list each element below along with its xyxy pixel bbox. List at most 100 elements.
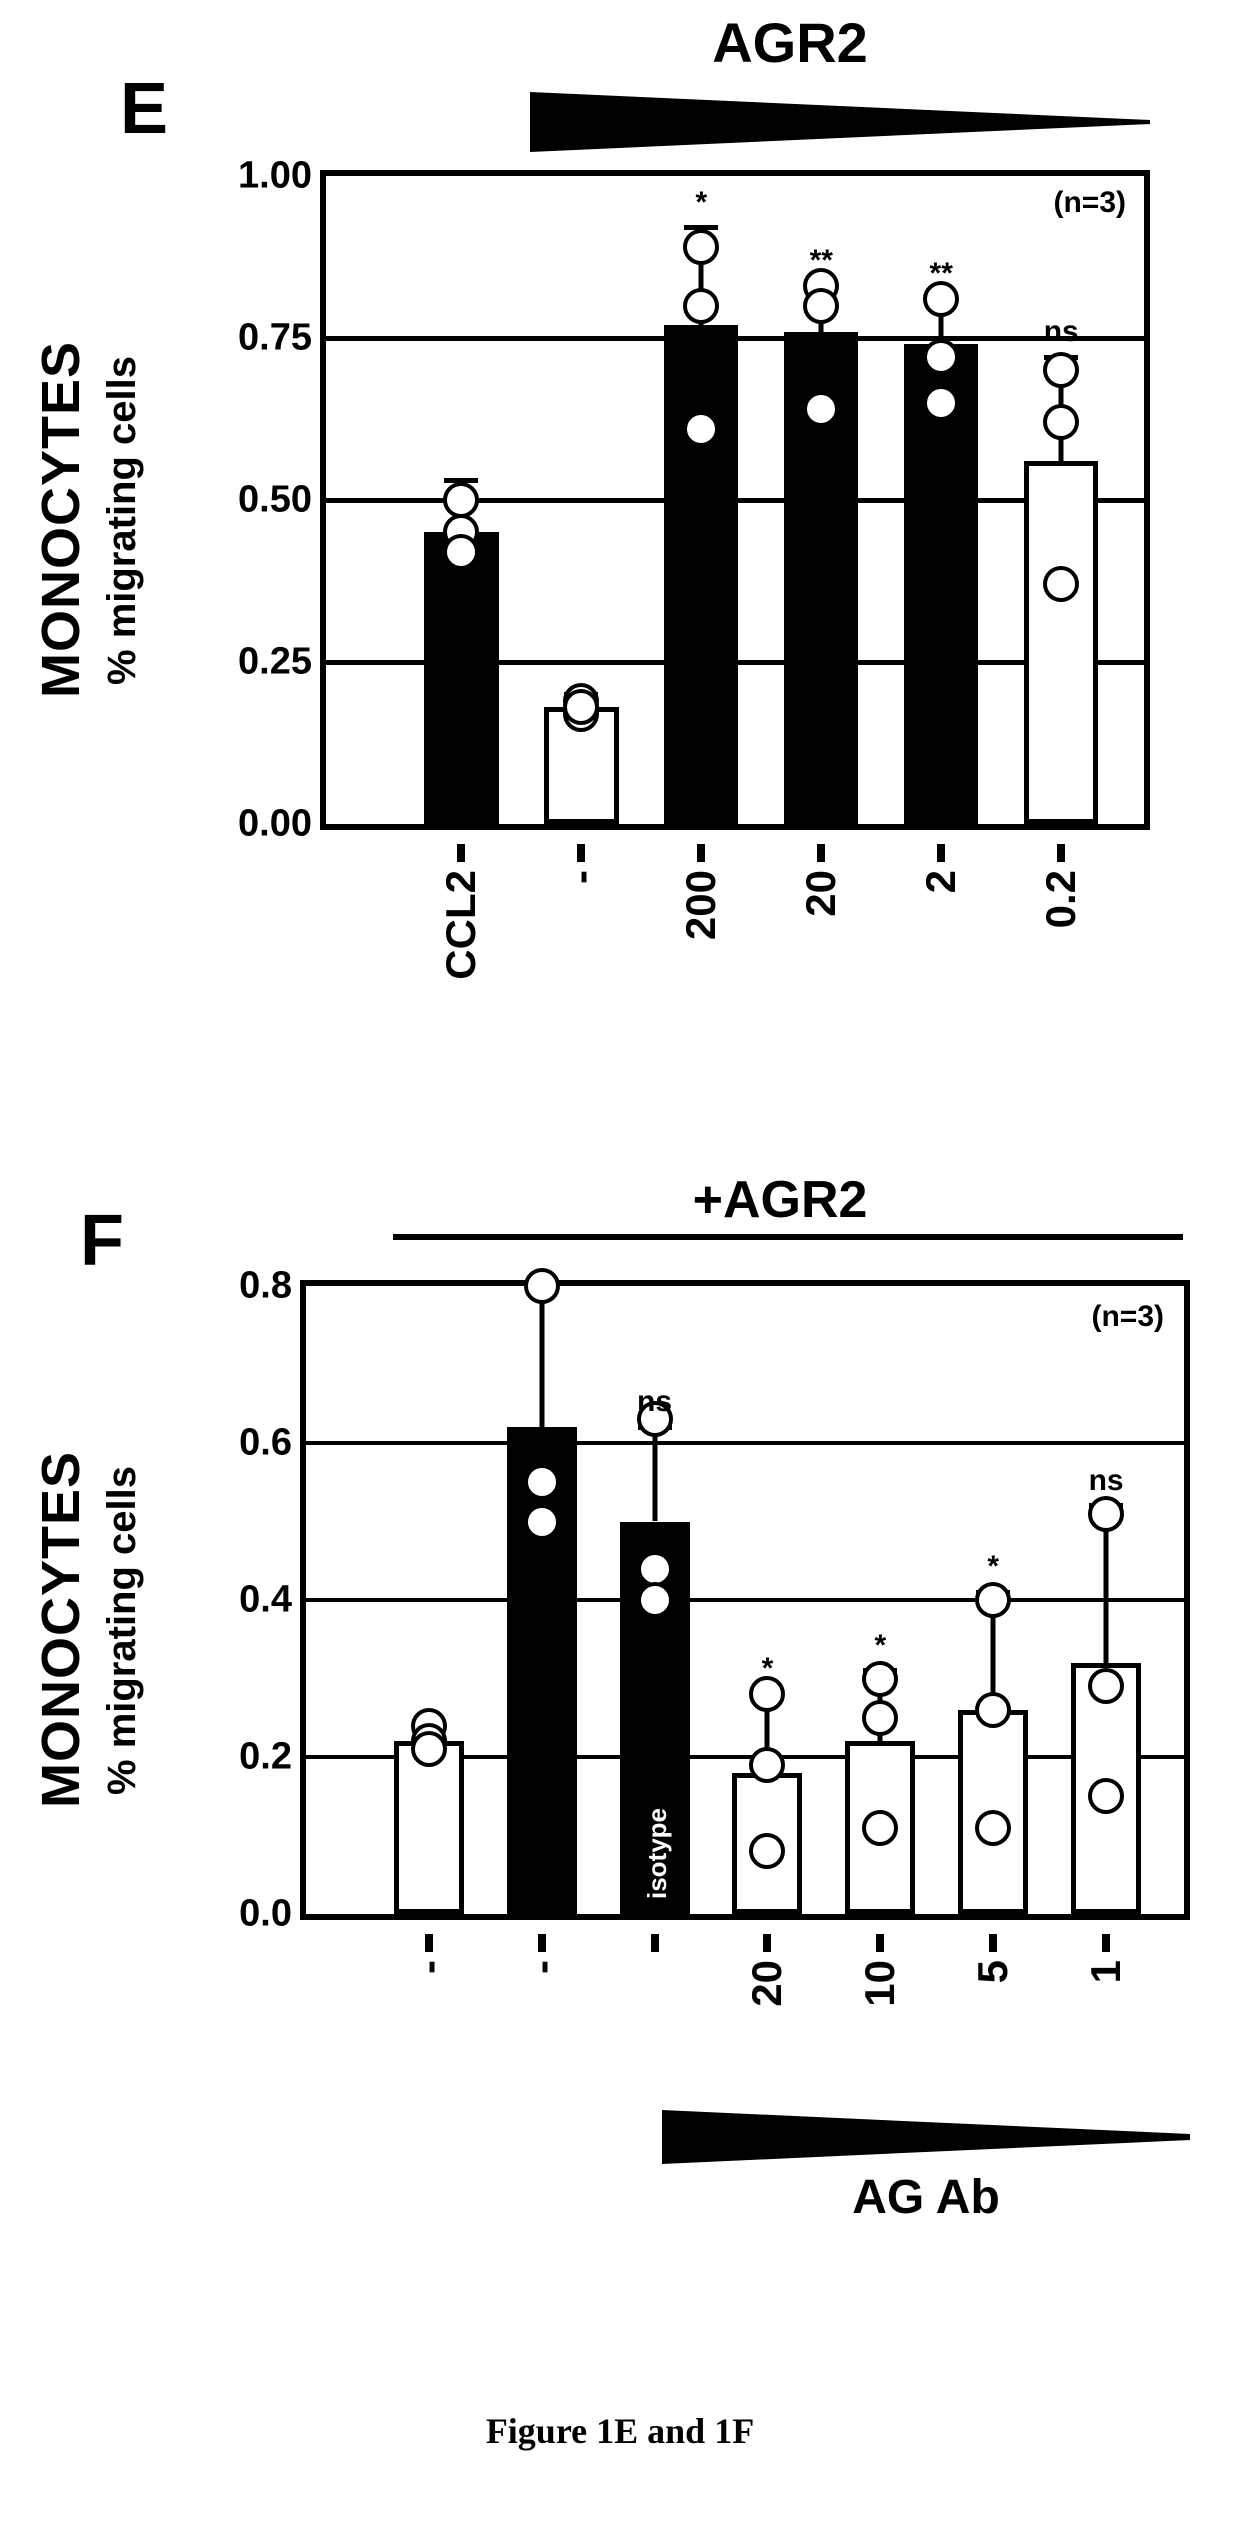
panel-f-bar bbox=[394, 1741, 464, 1914]
panel-f-xlabel: 5 bbox=[969, 1960, 1017, 1983]
panel-f-group-label: AG Ab bbox=[662, 2170, 1190, 2225]
panel-e-data-point bbox=[563, 689, 599, 725]
panel-f-x-labels: - - 20 10 5 1 bbox=[300, 1934, 1190, 2134]
panel-f-group-rule bbox=[393, 1234, 1183, 1240]
panel-e-xtick bbox=[937, 844, 945, 862]
panel-f-xlabel: 1 bbox=[1082, 1960, 1130, 1983]
panel-f-data-point bbox=[1088, 1496, 1124, 1532]
panel-f-ytick-label: 0.4 bbox=[239, 1579, 292, 1622]
panel-f-data-point bbox=[975, 1810, 1011, 1846]
panel-e-data-point bbox=[1043, 566, 1079, 602]
panel-e-chart: (n=3) 0.000.250.500.751.00*****ns bbox=[320, 170, 1150, 830]
panel-f-xtick bbox=[876, 1934, 884, 1952]
panel-f-chart: (n=3) 0.00.20.40.60.8isotypens***ns bbox=[300, 1280, 1190, 1920]
panel-e-xtick bbox=[817, 844, 825, 862]
panel-f-gridline bbox=[300, 1441, 1190, 1445]
panel-f-gridline bbox=[300, 1598, 1190, 1602]
panel-e-data-point bbox=[683, 411, 719, 447]
panel-e-y-axis-titles: MONOCYTES % migrating cells bbox=[30, 200, 145, 840]
panel-f-xtick bbox=[651, 1934, 659, 1952]
panel-f-errorbar bbox=[652, 1427, 657, 1521]
panel-f-data-point bbox=[524, 1268, 560, 1304]
panel-e-data-point bbox=[923, 385, 959, 421]
panel-f-ytick-label: 0.6 bbox=[239, 1422, 292, 1465]
panel-f-xtick bbox=[1102, 1934, 1110, 1952]
panel-f-super-title: +AGR2 bbox=[580, 1170, 980, 1230]
panel-e-ytick-label: 0.00 bbox=[238, 803, 312, 846]
panel-e-xlabel: - bbox=[557, 870, 605, 884]
panel-f-xlabel: 10 bbox=[856, 1960, 904, 2007]
panel-e-significance: ** bbox=[810, 244, 833, 278]
panel-e-super-title: AGR2 bbox=[600, 10, 980, 75]
panel-f-data-point bbox=[411, 1731, 447, 1767]
panel-f-label: F bbox=[80, 1200, 124, 1282]
panel-f-y-title-sub: % migrating cells bbox=[100, 1466, 145, 1795]
panel-f-data-point bbox=[524, 1504, 560, 1540]
panel-f-errorbar bbox=[539, 1286, 544, 1427]
panel-e-data-point bbox=[803, 391, 839, 427]
panel-e-data-point bbox=[1043, 352, 1079, 388]
panel-f: F +AGR2 MONOCYTES % migrating cells (n=3… bbox=[0, 1170, 1240, 2390]
panel-e-bar bbox=[424, 532, 498, 824]
panel-e-significance: ** bbox=[930, 257, 953, 291]
panel-f-significance: * bbox=[874, 1629, 886, 1663]
panel-f-significance: * bbox=[762, 1652, 774, 1686]
panel-f-data-point bbox=[637, 1582, 673, 1618]
panel-e-data-point bbox=[683, 229, 719, 265]
panel-e-label: E bbox=[120, 68, 168, 150]
panel-f-data-point bbox=[1088, 1778, 1124, 1814]
panel-e-xlabel: 2 bbox=[917, 870, 965, 893]
panel-e-xlabel: 0.2 bbox=[1037, 870, 1085, 928]
panel-e-ytick-label: 0.75 bbox=[238, 317, 312, 360]
panel-f-data-point bbox=[975, 1582, 1011, 1618]
panel-f-data-point bbox=[975, 1692, 1011, 1728]
panel-f-data-point bbox=[1088, 1668, 1124, 1704]
panel-e-xlabel: 200 bbox=[677, 870, 725, 940]
panel-f-bar bbox=[507, 1427, 577, 1914]
panel-e-bar bbox=[1024, 461, 1098, 824]
panel-f-ytick-label: 0.2 bbox=[239, 1736, 292, 1779]
panel-f-y-axis-titles: MONOCYTES % migrating cells bbox=[30, 1320, 145, 1940]
panel-e-gradient-wedge bbox=[530, 92, 1150, 152]
panel-f-xlabel: 20 bbox=[743, 1960, 791, 2007]
panel-f-xtick bbox=[989, 1934, 997, 1952]
panel-e-ytick-label: 0.50 bbox=[238, 479, 312, 522]
panel-f-data-point bbox=[862, 1810, 898, 1846]
panel-e-data-point bbox=[443, 534, 479, 570]
figure-page: E AGR2 MONOCYTES % migrating cells (n=3)… bbox=[0, 0, 1240, 2530]
panel-f-bar-internal-label: isotype bbox=[642, 1808, 673, 1899]
panel-f-significance: ns bbox=[637, 1385, 672, 1419]
panel-e-significance: * bbox=[695, 186, 707, 220]
panel-f-xtick bbox=[763, 1934, 771, 1952]
panel-e-ytick-label: 0.25 bbox=[238, 641, 312, 684]
panel-e-data-point bbox=[683, 288, 719, 324]
panel-f-n-note: (n=3) bbox=[1091, 1300, 1164, 1334]
panel-e-y-title-sub: % migrating cells bbox=[100, 356, 145, 685]
panel-e-xtick bbox=[697, 844, 705, 862]
panel-f-significance: ns bbox=[1089, 1464, 1124, 1498]
panel-e-ytick-label: 1.00 bbox=[238, 155, 312, 198]
panel-e-bar bbox=[664, 325, 738, 824]
panel-f-data-point bbox=[524, 1464, 560, 1500]
panel-f-data-point bbox=[862, 1661, 898, 1697]
panel-f-xlabel: - bbox=[518, 1960, 566, 1974]
panel-e-n-note: (n=3) bbox=[1053, 186, 1126, 220]
panel-e-data-point bbox=[1043, 404, 1079, 440]
panel-e-xtick bbox=[457, 844, 465, 862]
panel-e-xtick bbox=[1057, 844, 1065, 862]
panel-f-gradient-wedge bbox=[662, 2110, 1190, 2164]
panel-e-xlabel: 20 bbox=[797, 870, 845, 917]
panel-e-significance: ns bbox=[1044, 315, 1079, 349]
figure-caption: Figure 1E and 1F bbox=[0, 2410, 1240, 2452]
panel-f-data-point bbox=[749, 1833, 785, 1869]
panel-f-xlabel: - bbox=[405, 1960, 453, 1974]
panel-e-x-labels: CCL2-2002020.2 bbox=[320, 844, 1150, 1104]
panel-f-xtick bbox=[538, 1934, 546, 1952]
panel-e-data-point bbox=[923, 339, 959, 375]
panel-f-data-point bbox=[862, 1700, 898, 1736]
panel-f-y-title-main: MONOCYTES bbox=[30, 1451, 92, 1808]
panel-f-ytick-label: 0.8 bbox=[239, 1265, 292, 1308]
panel-f-xtick bbox=[425, 1934, 433, 1952]
panel-e-y-title-main: MONOCYTES bbox=[30, 341, 92, 698]
panel-e-data-point bbox=[443, 482, 479, 518]
